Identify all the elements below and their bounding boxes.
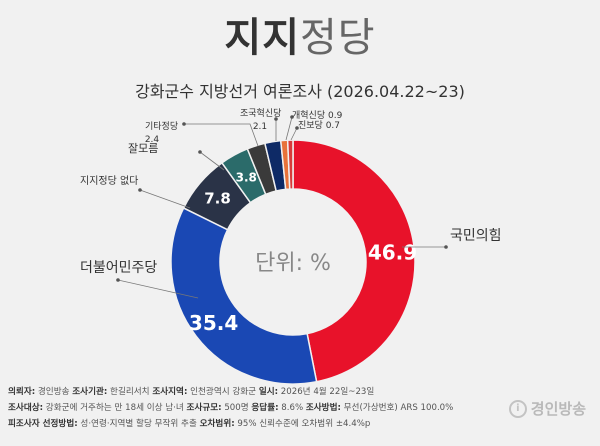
footer-value: 강화군에 거주하는 만 18세 이상 남·녀 xyxy=(43,403,187,413)
leader-dot xyxy=(198,150,202,154)
slice-1 xyxy=(292,139,416,383)
slice-name-label: 지지정당 없다 xyxy=(80,174,138,187)
title-bold: 지지 xyxy=(224,15,300,61)
leader-dot xyxy=(290,115,294,119)
footer-key: 오차범위: xyxy=(199,419,235,429)
slice-2 xyxy=(170,206,318,385)
footer-row-3: 피조사자 선정방법: 성·연령·지역별 할당 무작위 추출 오차범위: 95% … xyxy=(8,416,508,432)
footer-value: 경인방송 xyxy=(35,387,73,397)
slice-8 xyxy=(286,139,294,190)
slice-name-label: 진보당 0.7 xyxy=(298,120,340,131)
slice-value-label: 7.8 xyxy=(204,189,231,207)
leader-dot xyxy=(116,278,120,282)
slice-name-label: 국민의힘 xyxy=(450,228,502,244)
footer-key: 응답률: xyxy=(251,403,279,413)
leader-dot xyxy=(295,126,299,130)
footer-key: 조사규모: xyxy=(186,403,222,413)
title-light: 정당 xyxy=(300,15,376,61)
leader-dot xyxy=(274,117,278,121)
footer-value: 500명 xyxy=(221,403,252,413)
leader-line xyxy=(117,279,199,299)
survey-footer: 의뢰자: 경인방송 조사기관: 한길리서치 조사지역: 인천광역시 강화군 일시… xyxy=(8,384,508,432)
leader-line xyxy=(139,189,191,209)
center-unit-label: 단위: % xyxy=(255,251,331,276)
footer-row-2: 조사대상: 강화군에 거주하는 만 18세 이상 남·녀 조사규모: 500명 … xyxy=(8,400,508,416)
slice-name-label: 기타정당 xyxy=(145,121,178,132)
footer-key: 일시: xyxy=(258,387,279,397)
footer-value: 성·연령·지역별 할당 무작위 추출 xyxy=(77,419,200,429)
footer-key: 의뢰자: xyxy=(8,387,36,397)
slice-name-label: 개혁신당 0.9 xyxy=(292,110,343,121)
brand-logo: i 경인방송 xyxy=(508,398,586,419)
slice-value-label: 2.4 xyxy=(145,135,160,145)
leader-dot xyxy=(182,122,186,126)
footer-key: 피조사자 선정방법: xyxy=(8,419,78,429)
slice-value-label: 2.1 xyxy=(253,122,267,132)
chart-subtitle: 강화군수 지방선거 여론조사 (2026.04.22~23) xyxy=(135,82,465,101)
slice-name-label: 더불어민주당 xyxy=(80,260,157,276)
footer-key: 조사대상: xyxy=(8,403,44,413)
slice-value-label: 46.9 xyxy=(368,240,417,264)
page-title: 지지정당 xyxy=(0,12,600,64)
leader-line xyxy=(290,127,298,141)
footer-value: 무선(가상번호) ARS 100.0% xyxy=(340,403,454,413)
footer-value: 2026년 4월 22일~23일 xyxy=(278,387,375,397)
footer-row-1: 의뢰자: 경인방송 조사기관: 한길리서치 조사지역: 인천광역시 강화군 일시… xyxy=(8,384,508,400)
brand-name: 경인방송 xyxy=(530,400,586,418)
leader-dot xyxy=(138,188,142,192)
slice-value-label: 3.8 xyxy=(236,170,257,184)
leader-dot xyxy=(444,245,448,249)
slice-name-label: 조국혁신당 xyxy=(240,108,281,119)
footer-value: 8.6% xyxy=(278,403,306,413)
footer-key: 조사기관: xyxy=(72,387,108,397)
footer-key: 조사방법: xyxy=(305,403,341,413)
leader-line xyxy=(199,151,225,171)
footer-value: 인천광역시 강화군 xyxy=(187,387,259,397)
footer-value: 95% 신뢰수준에 오차범위 ±4.4%p xyxy=(234,419,371,429)
footer-key: 조사지역: xyxy=(152,387,188,397)
leader-line xyxy=(285,116,293,141)
leader-line xyxy=(184,123,259,147)
slice-name-label: 잘모름 xyxy=(128,142,158,155)
footer-value: 한길리서치 xyxy=(107,387,153,397)
slice-value-label: 35.4 xyxy=(189,311,238,335)
brand-mark-icon: i xyxy=(508,399,527,418)
